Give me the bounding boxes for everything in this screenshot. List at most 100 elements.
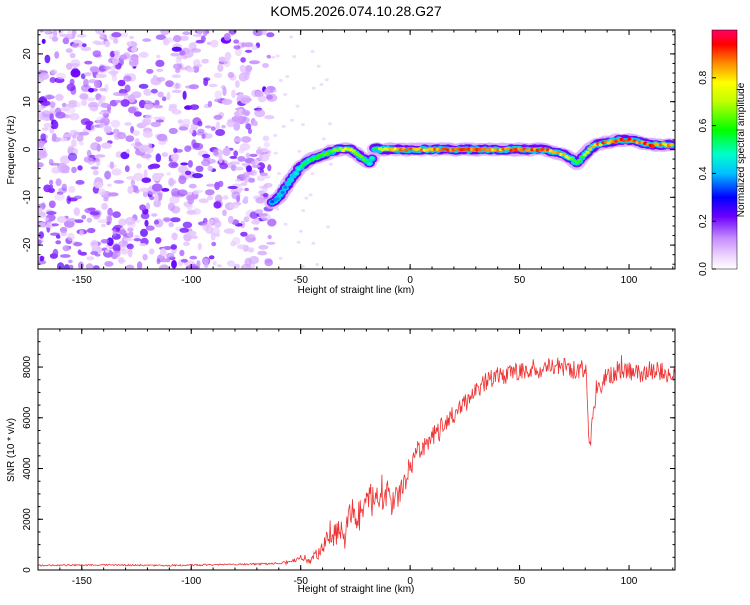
noise-blob xyxy=(210,232,216,241)
noise-blob xyxy=(191,235,198,239)
noise-blob xyxy=(103,125,112,134)
noise-blob xyxy=(79,93,89,100)
noise-blob xyxy=(119,229,127,236)
noise-blob xyxy=(95,154,106,158)
top-y-axis-label: Frequency (Hz) xyxy=(6,116,17,185)
noise-blob xyxy=(142,253,148,261)
noise-blob xyxy=(44,217,50,221)
noise-blob xyxy=(221,98,233,105)
noise-blob xyxy=(180,162,189,166)
noise-blob xyxy=(189,255,198,260)
noise-blob xyxy=(262,135,270,142)
x-tick-label: -100 xyxy=(181,275,201,286)
signal-point xyxy=(632,139,637,143)
noise-blob xyxy=(111,168,122,176)
noise-blob xyxy=(169,196,180,204)
noise-blob xyxy=(127,185,134,194)
noise-blob xyxy=(191,42,197,46)
noise-blob xyxy=(138,144,150,153)
noise-blob xyxy=(202,258,209,264)
noise-blob xyxy=(39,72,50,80)
noise-blob xyxy=(94,181,103,189)
noise-blob xyxy=(192,173,204,179)
noise-blob xyxy=(57,30,64,36)
noise-blob xyxy=(238,72,248,82)
noise-blob xyxy=(182,118,191,127)
noise-blob xyxy=(214,98,221,103)
noise-blob xyxy=(85,263,94,269)
noise-blob xyxy=(236,244,247,250)
noise-blob xyxy=(202,153,211,158)
noise-blob xyxy=(212,148,224,158)
noise-blob xyxy=(283,93,288,96)
noise-blob xyxy=(267,234,272,240)
x-tick-label: -150 xyxy=(72,275,92,286)
noise-blob xyxy=(214,90,223,99)
noise-blob xyxy=(182,31,191,36)
noise-blob xyxy=(244,187,249,192)
noise-blob xyxy=(133,238,142,242)
noise-blob xyxy=(262,192,269,198)
noise-blob xyxy=(272,89,277,93)
noise-blob xyxy=(149,163,161,169)
noise-blob xyxy=(233,122,241,131)
noise-blob xyxy=(80,46,92,52)
signal-point xyxy=(338,147,343,151)
noise-blob xyxy=(50,232,60,236)
noise-blob xyxy=(181,67,188,71)
noise-blob xyxy=(215,121,221,130)
noise-blob xyxy=(38,224,49,228)
noise-blob xyxy=(66,83,76,92)
noise-blob xyxy=(125,216,136,226)
signal-point xyxy=(627,137,632,141)
noise-blob xyxy=(241,136,252,143)
noise-blob xyxy=(226,260,236,267)
noise-blob xyxy=(95,41,102,46)
noise-blob xyxy=(201,58,209,64)
noise-blob xyxy=(92,50,102,57)
noise-blob xyxy=(110,119,121,128)
noise-blob xyxy=(49,113,54,122)
noise-blob xyxy=(90,239,99,249)
noise-blob xyxy=(155,237,162,244)
noise-blob xyxy=(118,240,128,247)
colorbar-tick-label: 0.4 xyxy=(698,166,709,180)
noise-blob xyxy=(222,195,229,200)
noise-blob xyxy=(240,182,248,186)
noise-blob xyxy=(104,261,114,267)
noise-blob xyxy=(159,258,171,263)
noise-blob xyxy=(242,198,249,204)
signal-point xyxy=(588,147,593,151)
noise-blob xyxy=(150,121,161,128)
noise-blob xyxy=(308,193,313,197)
noise-blob xyxy=(178,126,189,131)
noise-blob xyxy=(168,177,175,187)
x-tick-label: 100 xyxy=(621,576,638,587)
noise-blob xyxy=(241,109,251,116)
noise-blob xyxy=(131,46,138,53)
noise-blob xyxy=(218,56,226,63)
noise-blob xyxy=(87,207,96,212)
noise-blob xyxy=(237,156,246,162)
noise-blob xyxy=(161,152,169,158)
noise-blob xyxy=(112,244,121,252)
noise-blob xyxy=(241,162,247,167)
noise-blob xyxy=(135,141,142,147)
noise-blob xyxy=(141,118,148,127)
noise-blob xyxy=(109,161,115,170)
noise-blob xyxy=(50,162,60,166)
noise-blob xyxy=(192,190,199,195)
noise-blob xyxy=(197,120,203,127)
x-tick-label: 100 xyxy=(621,275,638,286)
signal-point xyxy=(367,162,372,166)
noise-blob xyxy=(171,188,180,197)
noise-blob xyxy=(95,73,107,79)
noise-blob xyxy=(179,50,186,56)
noise-blob xyxy=(247,233,256,238)
noise-blob xyxy=(69,52,76,59)
noise-blob xyxy=(256,175,265,182)
noise-blob xyxy=(235,80,240,88)
noise-blob xyxy=(66,195,71,205)
noise-blob xyxy=(66,62,73,70)
